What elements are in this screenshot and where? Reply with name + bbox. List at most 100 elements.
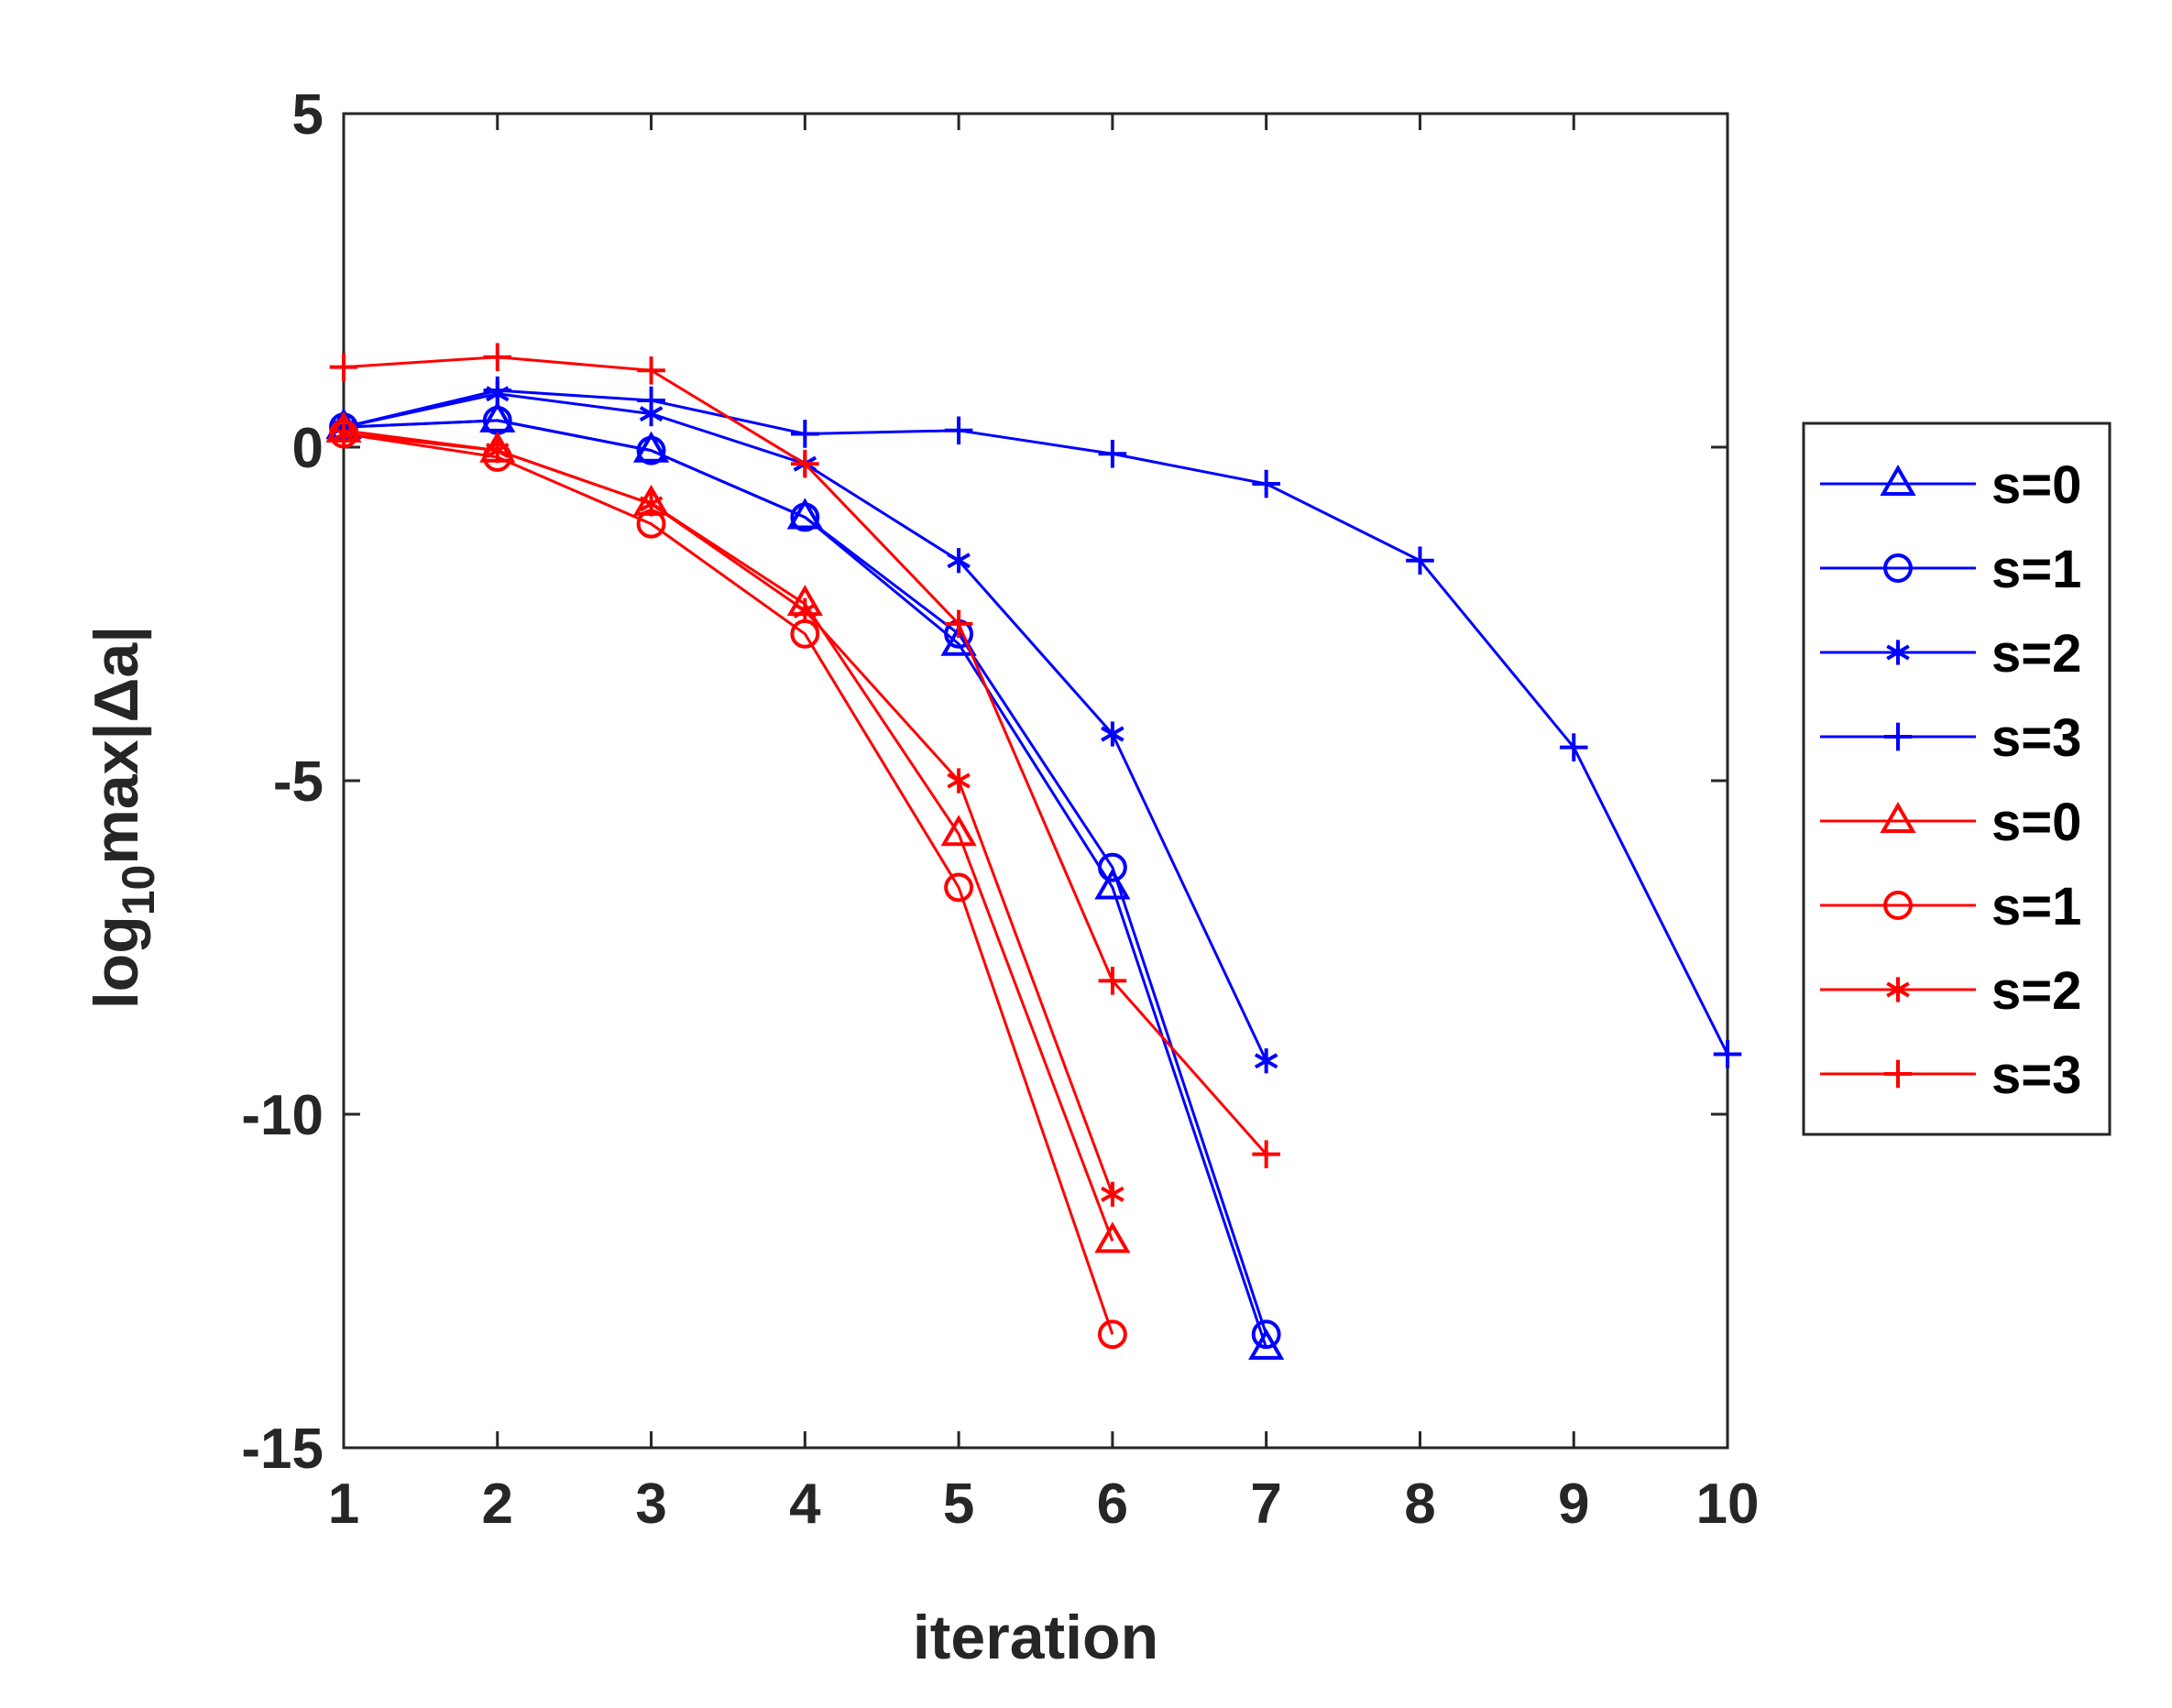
asterisk-stroke xyxy=(793,602,817,619)
data-point-plus xyxy=(1252,1140,1280,1168)
data-point-plus xyxy=(944,416,973,445)
y-tick-label: -10 xyxy=(241,1084,324,1147)
data-point-triangle xyxy=(1880,801,1916,834)
legend-label: s=1 xyxy=(1991,877,2081,936)
legend-entry: s=2 xyxy=(1820,624,2081,684)
x-tick-label: 7 xyxy=(1250,1473,1281,1536)
x-tick-label: 3 xyxy=(635,1473,666,1536)
data-point-circle xyxy=(1097,1319,1127,1350)
x-tick-label: 2 xyxy=(482,1473,513,1536)
data-point-circle xyxy=(636,435,666,465)
data-point-circle xyxy=(1883,553,1913,583)
circle-marker xyxy=(1883,891,1913,920)
legend-label: s=0 xyxy=(1991,455,2081,515)
data-point-plus xyxy=(1252,469,1280,498)
legend-label: s=1 xyxy=(1991,540,2081,599)
x-axis-label: iteration xyxy=(913,1603,1158,1672)
legend-entry: s=0 xyxy=(1820,793,2081,852)
data-point-asterisk xyxy=(639,491,664,517)
data-point-plus xyxy=(791,449,819,478)
data-point-plus xyxy=(637,356,665,385)
data-point-asterisk xyxy=(1101,721,1124,747)
asterisk-stroke xyxy=(1886,644,1910,661)
series-line xyxy=(343,389,1729,1056)
asterisk-stroke xyxy=(639,496,664,512)
legend-label: s=2 xyxy=(1991,624,2081,684)
series-red-s=3 xyxy=(329,343,1280,1168)
x-tick-label: 8 xyxy=(1404,1473,1435,1536)
y-tick-label: -15 xyxy=(241,1418,324,1481)
circle-marker xyxy=(1097,1319,1127,1350)
asterisk-stroke xyxy=(486,443,510,459)
x-tick-label: 9 xyxy=(1558,1473,1589,1536)
data-point-asterisk xyxy=(1101,1181,1124,1207)
x-tick-label: 5 xyxy=(943,1473,974,1536)
triangle-marker xyxy=(1094,1221,1131,1254)
asterisk-stroke xyxy=(1101,726,1124,742)
data-point-triangle xyxy=(940,815,977,847)
svg-text:log10max|Δa|: log10max|Δa| xyxy=(82,626,164,1009)
plot-frame xyxy=(342,112,1729,1450)
circle-marker xyxy=(1097,852,1127,882)
y-axis-label-rest: max|Δa| xyxy=(82,626,152,865)
triangle-marker xyxy=(479,400,516,432)
data-point-asterisk xyxy=(947,548,971,574)
series-group xyxy=(325,343,1742,1360)
data-point-circle xyxy=(1097,852,1127,882)
legend-label: s=2 xyxy=(1991,961,2081,1021)
data-point-plus xyxy=(1883,722,1913,751)
y-axis-label: log10max|Δa| xyxy=(82,626,164,1009)
circle-marker xyxy=(944,872,974,903)
x-tick-label: 4 xyxy=(789,1473,821,1536)
asterisk-stroke xyxy=(1101,1186,1124,1202)
data-point-plus xyxy=(483,376,512,405)
data-point-plus xyxy=(1713,1040,1742,1068)
y-tick-label: 0 xyxy=(292,417,324,480)
series-line xyxy=(343,419,1268,1335)
data-point-plus xyxy=(329,353,358,381)
legend-entry: s=0 xyxy=(1820,455,2081,515)
legend-box xyxy=(1802,422,2112,1136)
data-point-asterisk xyxy=(1886,640,1910,665)
data-point-asterisk xyxy=(332,421,356,447)
x-tick-label: 1 xyxy=(328,1473,359,1536)
data-point-circle xyxy=(1883,891,1913,920)
legend-entry: s=1 xyxy=(1820,877,2081,936)
circle-marker xyxy=(790,502,820,532)
asterisk-stroke xyxy=(947,553,971,569)
circle-marker xyxy=(1251,1319,1281,1350)
circle-marker xyxy=(636,435,666,465)
data-point-plus xyxy=(1098,967,1127,995)
plot-area xyxy=(342,112,1729,1450)
data-point-plus xyxy=(1098,439,1127,468)
data-point-asterisk xyxy=(947,768,971,794)
legend-entry: s=3 xyxy=(1820,708,2081,768)
triangle-marker xyxy=(1094,868,1131,900)
data-point-circle xyxy=(790,502,820,532)
series-red-s=2 xyxy=(332,421,1124,1207)
data-point-triangle xyxy=(1094,1221,1131,1254)
axis-ticks: 1 2 3 4 5 6 7 8 9 10 5 0 -5 -10 -15 xyxy=(241,83,1759,1536)
data-point-plus xyxy=(1883,1059,1913,1089)
series-line xyxy=(343,432,1114,1335)
series-line xyxy=(343,432,1114,1195)
data-point-asterisk xyxy=(1254,1048,1278,1074)
asterisk-stroke xyxy=(1886,981,1910,998)
y-axis-label-subscript: 10 xyxy=(113,865,164,916)
data-point-circle xyxy=(944,872,974,903)
data-point-plus xyxy=(483,343,512,372)
asterisk-stroke xyxy=(332,425,356,442)
legend-label: s=3 xyxy=(1991,708,2081,768)
legend-label: s=0 xyxy=(1991,793,2081,852)
y-axis-label-base: log xyxy=(82,915,151,1009)
x-tick-label: 10 xyxy=(1696,1473,1760,1536)
data-point-triangle xyxy=(479,400,516,432)
y-tick-label: 5 xyxy=(292,83,324,147)
data-point-plus xyxy=(1406,546,1434,575)
data-point-triangle xyxy=(1094,868,1131,900)
data-point-asterisk xyxy=(1886,977,1910,1002)
triangle-marker xyxy=(1880,464,1916,497)
data-point-plus xyxy=(944,609,973,639)
data-point-asterisk xyxy=(486,438,510,464)
